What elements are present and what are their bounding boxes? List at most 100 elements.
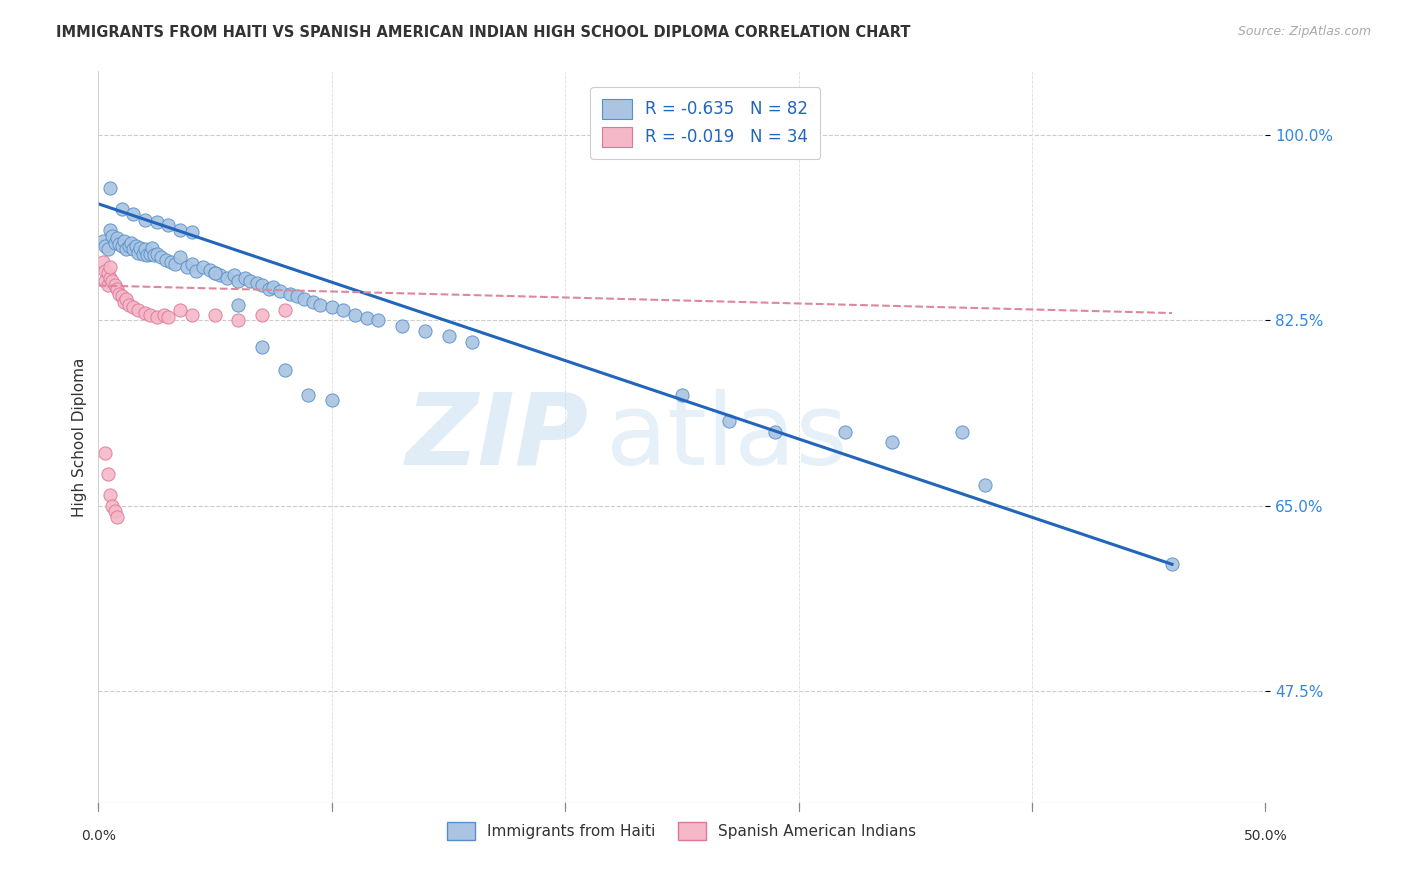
Point (94, 446, 117, 460)
Point (367, 313, 389, 327)
Point (111, 289, 134, 303)
Point (302, 295, 325, 310)
Point (235, 271, 257, 285)
Y-axis label: High School Diploma: High School Diploma (72, 358, 87, 516)
Point (118, 297, 141, 311)
Point (136, 248, 159, 262)
Point (180, 308, 202, 322)
Point (104, 236, 127, 251)
Point (101, 274, 124, 288)
Point (200, 262, 222, 277)
Point (134, 243, 156, 257)
Point (204, 308, 226, 322)
Point (215, 271, 238, 285)
Point (139, 246, 162, 260)
Point (132, 246, 155, 260)
Point (344, 308, 367, 322)
Point (94, 239, 117, 253)
Point (97, 278, 120, 293)
Point (257, 282, 280, 296)
Point (134, 306, 156, 320)
Point (321, 300, 343, 314)
Point (461, 334, 484, 349)
Point (269, 284, 291, 298)
Point (763, 425, 786, 439)
Point (169, 250, 191, 264)
Point (157, 310, 180, 325)
Point (834, 425, 856, 439)
Point (250, 308, 273, 322)
Point (239, 274, 262, 288)
Point (274, 363, 297, 377)
Point (115, 243, 138, 257)
Point (321, 392, 343, 407)
Point (108, 237, 131, 252)
Text: 50.0%: 50.0% (1243, 830, 1288, 843)
Point (97, 467, 120, 482)
Point (176, 260, 198, 275)
Point (108, 287, 131, 301)
Point (146, 246, 169, 260)
Point (118, 239, 141, 253)
Point (950, 425, 973, 439)
Point (98, 488, 121, 502)
Point (180, 226, 202, 240)
Point (150, 250, 173, 264)
Point (97, 243, 120, 257)
Point (146, 215, 169, 229)
Point (101, 499, 124, 513)
Point (98, 260, 121, 275)
Point (159, 255, 181, 269)
Text: IMMIGRANTS FROM HAITI VS SPANISH AMERICAN INDIAN HIGH SCHOOL DIPLOMA CORRELATION: IMMIGRANTS FROM HAITI VS SPANISH AMERICA… (56, 25, 911, 40)
Point (208, 268, 231, 282)
Legend: Immigrants from Haiti, Spanish American Indians: Immigrants from Haiti, Spanish American … (441, 815, 922, 847)
Text: atlas: atlas (606, 389, 848, 485)
Point (169, 302, 191, 317)
Point (671, 387, 693, 401)
Point (1161, 558, 1184, 572)
Point (155, 253, 177, 268)
Point (332, 302, 354, 317)
Point (169, 223, 191, 237)
Point (193, 260, 215, 275)
Point (222, 268, 245, 282)
Point (101, 228, 124, 243)
Point (98, 223, 121, 237)
Point (180, 257, 202, 271)
Text: ZIP: ZIP (405, 389, 589, 485)
Point (228, 274, 250, 288)
Point (97, 266, 120, 280)
Point (157, 218, 180, 232)
Point (94, 274, 117, 288)
Point (98, 271, 121, 285)
Point (391, 318, 413, 333)
Point (111, 202, 134, 216)
Point (274, 302, 297, 317)
Point (134, 212, 156, 227)
Point (717, 414, 740, 428)
Point (91, 234, 114, 248)
Point (115, 293, 138, 307)
Point (112, 295, 135, 310)
Point (228, 313, 250, 327)
Point (112, 234, 135, 248)
Text: 0.0%: 0.0% (82, 830, 115, 843)
Point (437, 329, 460, 343)
Point (278, 287, 301, 301)
Point (285, 289, 308, 303)
Point (152, 308, 174, 322)
Point (105, 509, 128, 524)
Point (127, 302, 149, 317)
Point (204, 266, 226, 280)
Point (104, 504, 127, 518)
Point (262, 279, 284, 293)
Point (127, 245, 149, 260)
Point (143, 248, 166, 262)
Point (122, 243, 145, 257)
Point (111, 239, 134, 253)
Point (413, 324, 436, 338)
Point (880, 435, 903, 450)
Point (297, 387, 319, 401)
Point (165, 257, 187, 271)
Point (94, 263, 117, 277)
